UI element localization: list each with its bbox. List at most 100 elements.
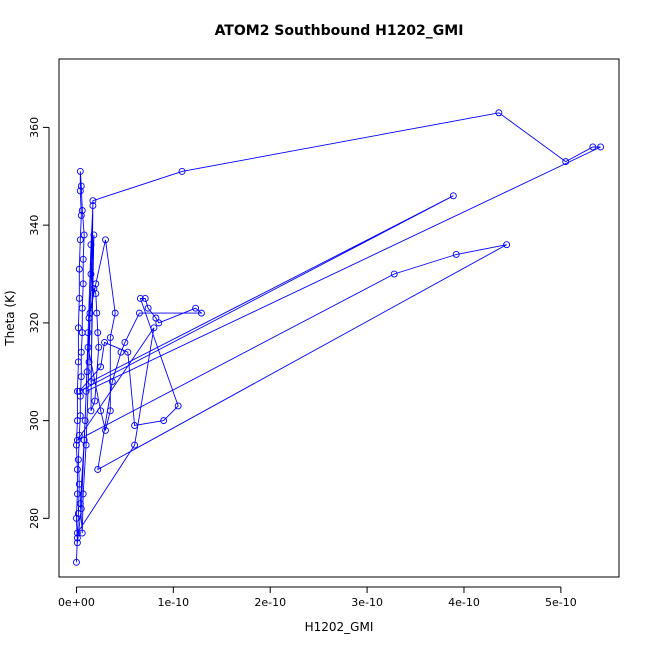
data-point bbox=[72, 558, 80, 566]
data-point bbox=[93, 309, 101, 317]
data-point bbox=[589, 143, 597, 151]
data-point bbox=[141, 295, 149, 302]
data-point bbox=[131, 422, 139, 429]
data-point bbox=[390, 270, 398, 278]
y-tick-label: 300 bbox=[28, 410, 41, 431]
data-point bbox=[74, 324, 82, 332]
data-point bbox=[192, 304, 200, 312]
data-point bbox=[87, 378, 95, 385]
data-point bbox=[75, 387, 83, 395]
data-point bbox=[94, 466, 102, 473]
data-point bbox=[73, 466, 81, 473]
data-point bbox=[76, 500, 84, 508]
data-point bbox=[73, 417, 81, 425]
x-tick-label: 1e-10 bbox=[157, 596, 189, 609]
data-point bbox=[80, 231, 88, 239]
data-point bbox=[102, 426, 109, 434]
series-layer bbox=[72, 109, 605, 566]
y-tick-label: 280 bbox=[28, 508, 41, 529]
data-point bbox=[121, 338, 129, 346]
data-point bbox=[73, 387, 81, 395]
data-point bbox=[73, 529, 81, 537]
data-point bbox=[178, 167, 186, 175]
data-point bbox=[136, 295, 144, 302]
plot-area-border bbox=[58, 58, 620, 578]
data-point bbox=[89, 202, 97, 210]
data-point bbox=[87, 407, 95, 415]
data-point bbox=[89, 197, 97, 205]
data-point bbox=[80, 436, 88, 444]
data-point bbox=[77, 211, 85, 219]
data-point bbox=[78, 529, 86, 537]
data-point bbox=[97, 407, 105, 415]
data-point bbox=[77, 373, 85, 381]
chart-title: ATOM2 Southbound H1202_GMI bbox=[215, 23, 464, 39]
data-point bbox=[76, 167, 84, 175]
data-point bbox=[82, 387, 90, 395]
series-line bbox=[75, 112, 601, 563]
x-tick-label: 4e-10 bbox=[448, 596, 480, 609]
data-point bbox=[106, 407, 114, 415]
data-point bbox=[78, 207, 86, 214]
data-point bbox=[76, 412, 84, 420]
y-tick-label: 340 bbox=[28, 215, 41, 236]
data-point bbox=[72, 441, 80, 449]
data-point bbox=[77, 348, 85, 356]
x-tick-label: 2e-10 bbox=[254, 596, 286, 609]
data-point bbox=[124, 348, 132, 356]
data-point bbox=[77, 182, 85, 190]
data-point bbox=[74, 456, 82, 464]
data-point bbox=[75, 480, 83, 488]
data-point bbox=[76, 187, 84, 195]
data-point bbox=[174, 402, 182, 410]
data-point bbox=[91, 397, 99, 405]
data-point bbox=[72, 514, 80, 522]
data-point bbox=[87, 241, 95, 249]
data-point bbox=[160, 417, 168, 425]
data-point bbox=[562, 158, 570, 166]
data-point bbox=[85, 358, 93, 366]
data-point bbox=[92, 280, 100, 288]
x-tick-label: 5e-10 bbox=[545, 596, 577, 609]
data-point bbox=[79, 255, 87, 263]
data-point bbox=[452, 251, 460, 258]
data-point bbox=[449, 192, 457, 200]
data-point bbox=[81, 417, 89, 425]
y-tick-label: 360 bbox=[28, 117, 41, 138]
x-tick-label: 3e-10 bbox=[351, 596, 383, 609]
data-point bbox=[495, 109, 503, 117]
data-point bbox=[108, 378, 116, 385]
data-point bbox=[95, 343, 103, 351]
data-point bbox=[150, 324, 158, 332]
data-point bbox=[75, 295, 83, 302]
data-point bbox=[90, 231, 98, 239]
data-point bbox=[131, 441, 139, 449]
data-point bbox=[92, 290, 100, 298]
x-axis-label: H1202_GMI bbox=[305, 620, 374, 634]
data-point bbox=[76, 236, 84, 244]
data-point bbox=[197, 309, 205, 317]
data-point bbox=[87, 270, 95, 278]
y-axis-label: Theta (K) bbox=[3, 290, 17, 346]
data-point bbox=[144, 304, 152, 312]
data-point bbox=[94, 329, 102, 337]
data-point bbox=[135, 309, 143, 317]
y-tick-label: 320 bbox=[28, 312, 41, 333]
x-axis: 0e+00 1e-10 2e-10 3e-10 4e-10 5e-10 bbox=[58, 586, 577, 609]
data-point bbox=[73, 539, 81, 547]
data-point bbox=[84, 343, 92, 351]
data-point bbox=[75, 265, 83, 273]
data-point bbox=[111, 309, 119, 317]
data-point bbox=[503, 241, 511, 249]
data-point bbox=[86, 309, 94, 317]
y-axis: 280 300 320 340 360 bbox=[28, 117, 50, 529]
data-point bbox=[597, 143, 605, 151]
data-point bbox=[84, 329, 92, 337]
data-point bbox=[106, 334, 114, 341]
data-point bbox=[83, 368, 91, 376]
data-point bbox=[74, 358, 82, 366]
data-point bbox=[79, 280, 87, 288]
data-point bbox=[79, 490, 87, 498]
data-point bbox=[117, 348, 125, 356]
